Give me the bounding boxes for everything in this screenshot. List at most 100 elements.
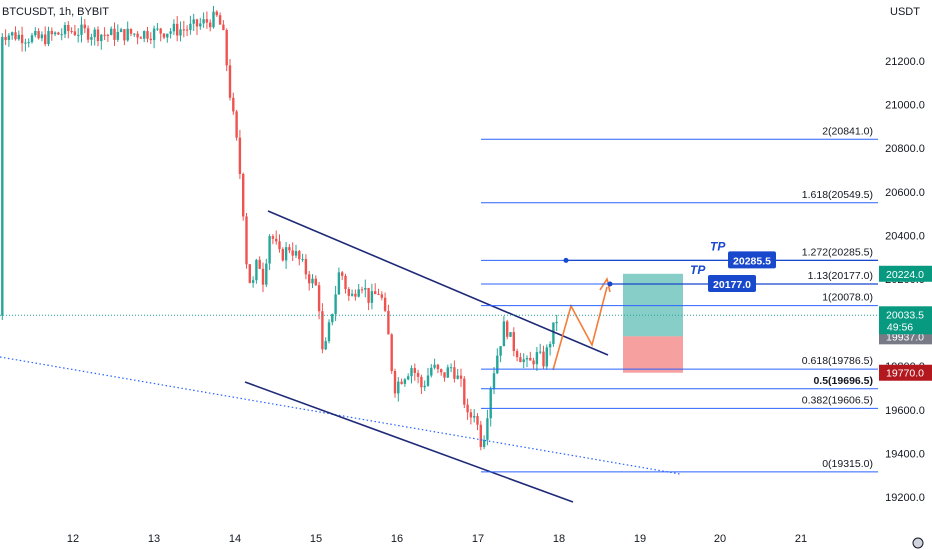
candle-body	[486, 418, 489, 440]
candle-body	[288, 247, 291, 251]
candle-body	[542, 351, 545, 367]
candle-body	[426, 375, 430, 386]
candle-body	[281, 249, 284, 261]
candle-body	[390, 334, 393, 371]
x-tick-label: 12	[67, 533, 79, 545]
candle-body	[535, 352, 539, 365]
tp-line-handle[interactable]	[563, 257, 569, 263]
candle-body	[80, 24, 83, 35]
axis-price-tag	[879, 364, 932, 381]
candle-body	[37, 31, 40, 39]
candle-body	[113, 28, 116, 40]
candle-body	[529, 357, 532, 361]
y-tick-label: 20800.0	[885, 143, 925, 155]
tp-lines-layer[interactable]: 20285.5 TP 20177.0 TP	[563, 239, 879, 293]
candle-body	[248, 264, 251, 283]
fib-level-label: 1(20078.0)	[822, 292, 873, 304]
candle-body	[357, 289, 360, 297]
candle-body	[364, 287, 367, 290]
candle-body	[185, 29, 189, 31]
candle-body	[4, 36, 7, 41]
candle-body	[344, 275, 347, 290]
candle-body	[502, 321, 506, 347]
position-tool[interactable]	[623, 273, 683, 373]
position-stop-zone[interactable]	[623, 336, 683, 373]
candle-body	[218, 15, 222, 25]
candle-body	[110, 28, 113, 36]
bar-countdown: 49:56	[887, 321, 913, 333]
projection-path[interactable]	[552, 286, 608, 371]
candle-body	[423, 385, 426, 388]
channel-lower-line[interactable]	[244, 381, 574, 503]
candle-body	[539, 351, 542, 353]
candle-body	[40, 34, 44, 39]
candle-body	[133, 33, 136, 35]
candle-body	[469, 412, 473, 418]
cursor-icon[interactable]	[912, 537, 924, 549]
candle-body	[380, 294, 383, 298]
candle-body	[479, 424, 482, 447]
fib-level-label: 0.382(19606.5)	[802, 394, 873, 406]
fib-level-label: 1.618(20549.5)	[802, 189, 873, 201]
candle-body	[215, 11, 218, 16]
candle-body	[268, 236, 271, 264]
tp-price-box	[728, 251, 776, 269]
candle-body	[73, 31, 77, 36]
candle-body	[265, 263, 268, 285]
candle-body	[126, 28, 129, 41]
candle-body	[152, 28, 156, 41]
candle-body	[189, 23, 192, 30]
x-tick-label: 20	[714, 533, 726, 545]
y-tick-label: 21000.0	[885, 100, 925, 112]
candle-body	[245, 216, 248, 265]
candle-body	[463, 378, 466, 405]
candle-body	[27, 42, 30, 44]
candle-body	[70, 31, 73, 33]
candle-body	[512, 332, 515, 352]
candle-body	[238, 137, 242, 174]
candle-body	[410, 368, 413, 377]
position-profit-zone[interactable]	[623, 273, 683, 337]
candle-body	[50, 30, 53, 35]
y-tick-label: 21200.0	[885, 56, 925, 68]
axis-price-tag-label: 20224.0	[886, 269, 924, 281]
dotted-trendline[interactable]	[0, 356, 681, 475]
axis-price-tag-label: 19770.0	[886, 368, 924, 380]
x-tick-label: 13	[148, 533, 160, 545]
price-axis[interactable]: 19200.019400.019600.019800.020000.020200…	[878, 0, 932, 528]
candle-body	[47, 30, 50, 45]
candle-body	[242, 173, 245, 217]
candle-body	[446, 367, 449, 378]
candle-body	[456, 375, 459, 379]
x-tick-label: 17	[472, 533, 484, 545]
candle-body	[192, 19, 195, 24]
candle-body	[555, 322, 558, 324]
time-axis[interactable]: 12 13 14 15 16 17 18 19 20 21	[0, 528, 932, 550]
candle-body	[57, 32, 60, 35]
candle-body	[308, 274, 311, 284]
candle-body	[169, 31, 172, 34]
candle-body	[119, 29, 123, 32]
tp-line-handle[interactable]	[607, 281, 613, 287]
candle-body	[149, 38, 152, 41]
candle-body	[1, 36, 4, 316]
candle-body	[20, 34, 24, 44]
candle-body	[100, 34, 103, 42]
candle-body	[301, 259, 304, 261]
candle-body	[327, 322, 331, 342]
y-tick-label: 19200.0	[885, 492, 925, 504]
candle-body	[103, 34, 106, 36]
axis-price-tag	[879, 265, 932, 282]
candle-body	[476, 416, 479, 425]
candle-body	[182, 29, 185, 31]
fib-level-label: 2(20841.0)	[822, 125, 873, 137]
channel-upper-line[interactable]	[267, 210, 609, 356]
candle-body	[337, 272, 341, 295]
candle-body	[63, 24, 67, 35]
y-tick-label: 19400.0	[885, 448, 925, 460]
tp-price-label: 20177.0	[713, 279, 751, 291]
candle-body	[77, 34, 80, 36]
y-tick-label: 19600.0	[885, 405, 925, 417]
candle-body	[166, 33, 169, 38]
